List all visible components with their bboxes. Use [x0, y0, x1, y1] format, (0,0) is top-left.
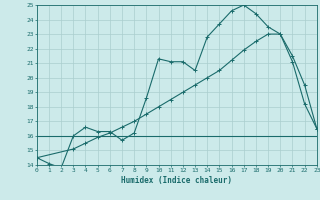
X-axis label: Humidex (Indice chaleur): Humidex (Indice chaleur) [121, 176, 232, 185]
